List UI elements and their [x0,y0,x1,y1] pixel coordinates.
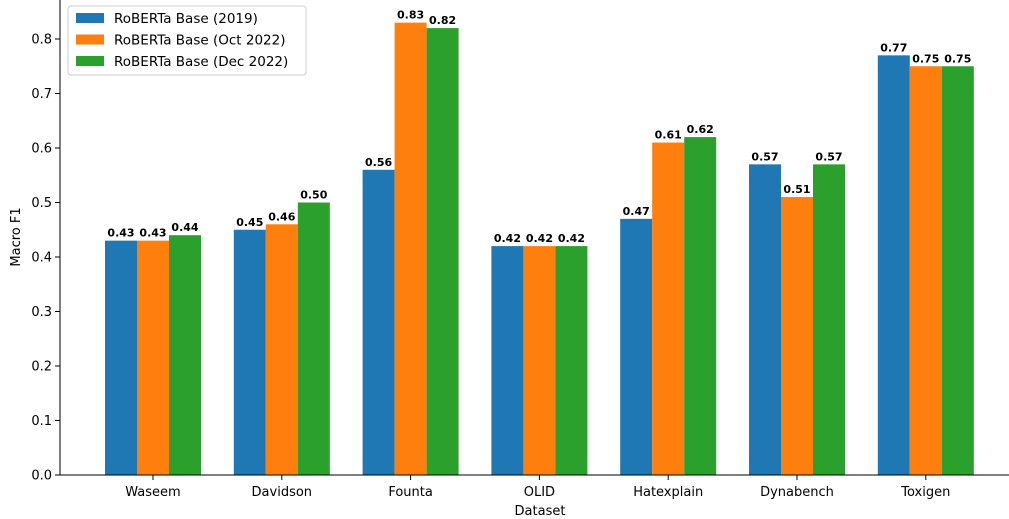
y-tick-label: 0.0 [31,469,52,484]
legend-swatch [76,34,104,45]
legend: RoBERTa Base (2019) RoBERTa Base (Oct 202… [67,5,307,76]
bar-value-label: 0.47 [623,205,650,218]
bar-value-label: 0.61 [655,129,682,142]
y-tick-label: 0.7 [31,87,52,102]
legend-swatch [76,56,104,66]
bar [491,246,524,475]
legend-swatch [76,13,104,23]
bar [233,229,266,475]
bar [105,240,137,475]
bar-value-label: 0.56 [365,156,392,169]
bar [652,142,685,476]
y-axis-ticks: 0.0 0.1 0.2 0.3 0.4 0.5 0.6 0.7 0.8 [31,33,60,484]
bar [137,240,169,475]
bar-value-label: 0.51 [783,183,810,196]
legend-frame [67,5,307,76]
x-tick-label: Toxigen [900,485,950,500]
bar-value-label: 0.44 [171,221,198,234]
bar-value-label: 0.62 [687,123,714,136]
bar [684,137,717,475]
legend-label: RoBERTa Base (Oct 2022) [114,33,286,49]
y-tick-label: 0.1 [31,414,52,429]
bar-value-label: 0.57 [751,150,778,163]
bar [555,246,588,475]
bar [620,218,653,475]
bar [781,197,813,476]
bar-value-label: 0.83 [397,9,424,22]
legend-label: RoBERTa Base (Dec 2022) [114,54,288,70]
bar-value-label: 0.75 [944,52,971,65]
bar-value-label: 0.42 [494,232,521,245]
bar-labels-group: 0.43 0.45 0.56 0.42 0.47 0.57 0.77 0.43 0.46 0.83… [107,9,971,245]
y-tick-label: 0.4 [31,251,52,266]
legend-label: RoBERTa Base (2019) [114,11,258,27]
y-tick-label: 0.2 [31,360,52,375]
x-axis-title: Dataset [515,504,566,519]
bar [523,246,556,475]
y-axis-title: Macro F1 [9,207,24,266]
bar-value-label: 0.42 [558,232,585,245]
bar [941,66,974,475]
y-tick-label: 0.3 [31,305,52,320]
x-tick-label: Waseem [125,485,180,500]
bar [169,235,201,475]
bar [394,22,427,476]
bar-value-label: 0.75 [912,52,939,65]
bar [877,55,910,475]
bar-value-label: 0.43 [107,227,134,240]
bar-value-label: 0.50 [300,189,327,202]
bar-value-label: 0.46 [268,210,295,223]
bar-value-label: 0.57 [815,150,842,163]
bars-group [105,22,974,476]
y-tick-label: 0.8 [31,33,52,48]
x-tick-label: Founta [388,485,433,500]
x-tick-label: OLID [524,485,555,500]
bar [749,164,781,475]
bar-value-label: 0.43 [139,227,166,240]
bar-value-label: 0.77 [880,41,907,54]
y-tick-label: 0.5 [31,196,52,211]
x-tick-label: Hatexplain [633,485,703,500]
bar [426,28,459,475]
bar [297,202,330,475]
bar [265,224,298,475]
bar-value-label: 0.45 [236,216,263,229]
bar-value-label: 0.42 [526,232,553,245]
x-tick-label: Dynabench [760,485,834,500]
bar [813,164,845,475]
bar [362,169,395,476]
x-tick-label: Davidson [252,485,313,500]
y-tick-label: 0.6 [31,142,52,157]
bar-value-label: 0.82 [429,14,456,27]
x-axis-ticks: Waseem Davidson Founta OLID Hatexplain Dynabe… [125,475,950,500]
bar [909,66,942,475]
